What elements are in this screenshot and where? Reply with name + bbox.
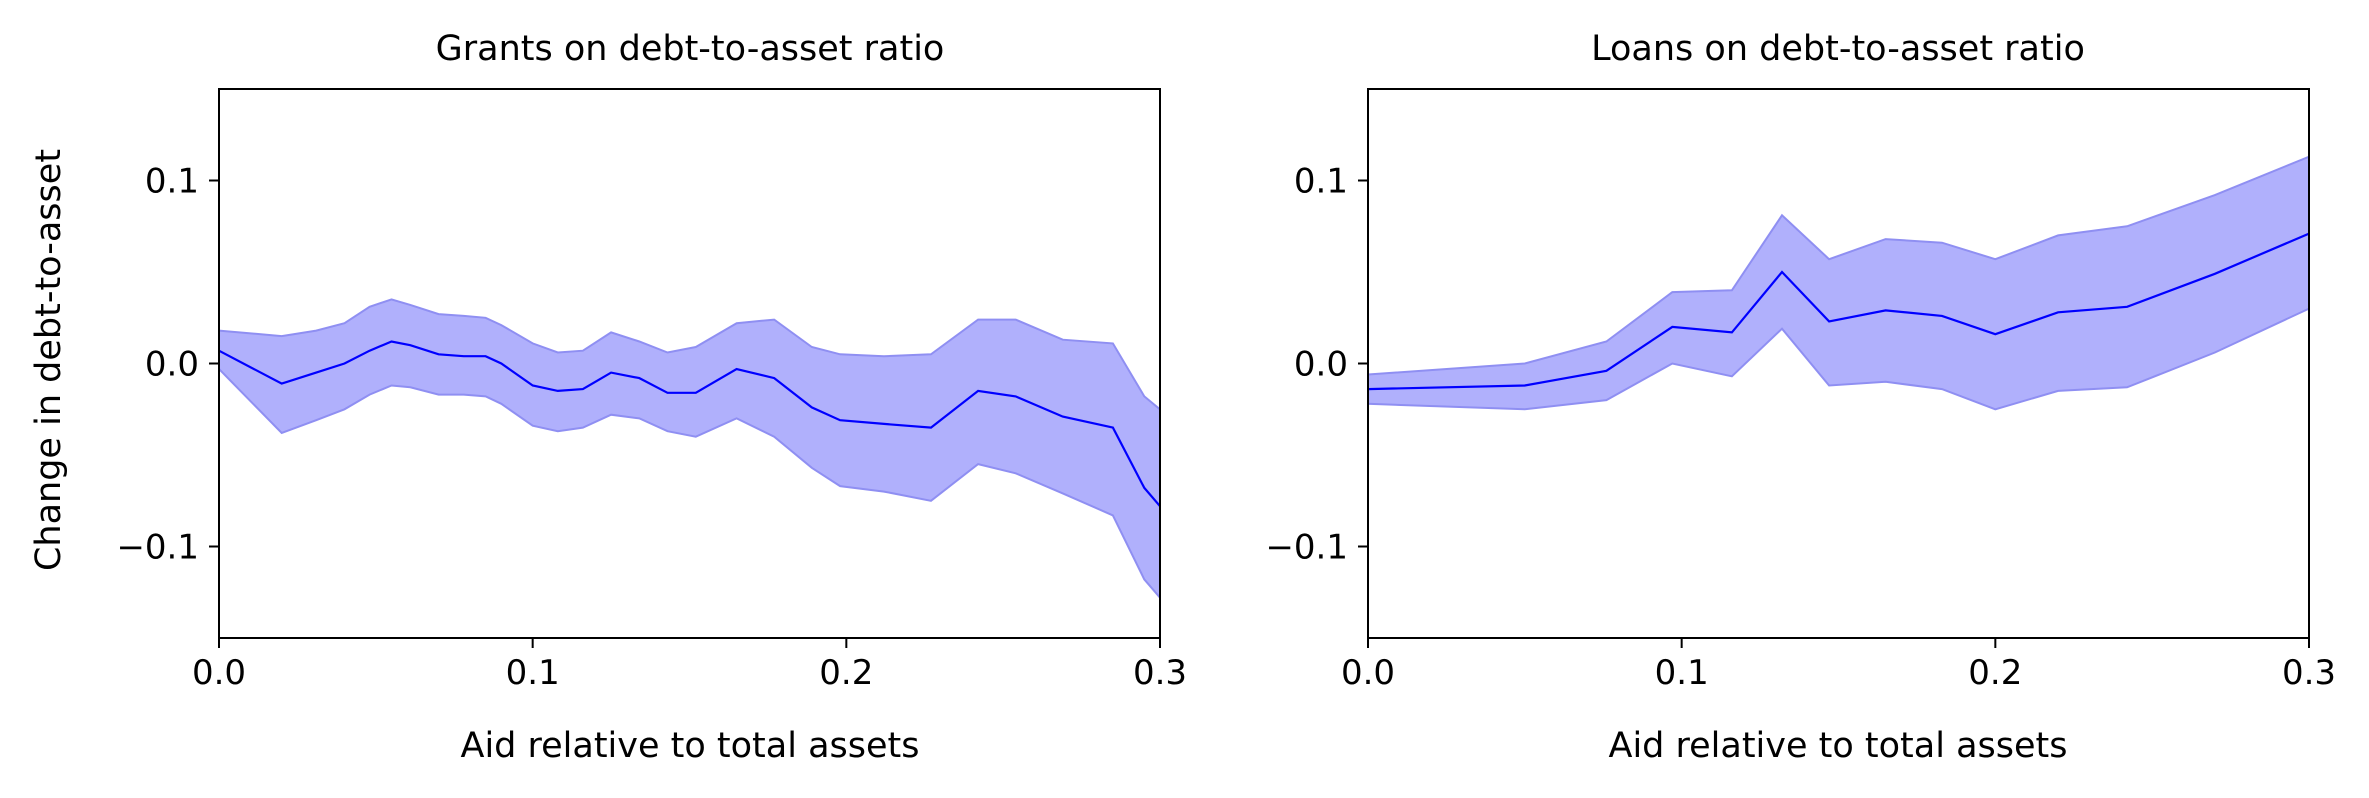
loans-chart-title: Loans on debt-to-asset ratio: [1591, 29, 2085, 69]
grants-panel: Grants on debt-to-asset ratio Aid relati…: [116, 29, 1187, 766]
grants-y-tick-label: −0.1: [116, 528, 199, 568]
loans-y-tick-label: 0.0: [1294, 345, 1348, 385]
loans-y-tick-label: −0.1: [1265, 528, 1348, 568]
loans-panel: Loans on debt-to-asset ratio Aid relativ…: [1265, 29, 2336, 766]
loans-y-tick-label: 0.1: [1294, 162, 1348, 202]
loans-x-tick-label: 0.3: [2282, 653, 2336, 693]
grants-confidence-band: [218, 298, 1161, 601]
loans-x-tick-label: 0.1: [1655, 653, 1709, 693]
grants-y-tick-label: 0.1: [145, 162, 199, 202]
grants-x-tick-label: 0.3: [1133, 653, 1187, 693]
grants-x-tick-label: 0.2: [819, 653, 873, 693]
grants-x-tick-label: 0.0: [192, 653, 246, 693]
grants-x-axis-label: Aid relative to total assets: [461, 726, 920, 766]
grants-chart-title: Grants on debt-to-asset ratio: [436, 29, 945, 69]
y-axis-label: Change in debt-to-asset: [29, 149, 69, 571]
grants-y-tick-label: 0.0: [145, 345, 199, 385]
loans-estimate-line: [1367, 232, 2310, 391]
grants-estimate-line: [218, 340, 1161, 507]
loans-confidence-band: [1367, 155, 2310, 411]
loans-x-tick-label: 0.0: [1341, 653, 1395, 693]
loans-x-axis-label: Aid relative to total assets: [1609, 726, 2068, 766]
loans-x-tick-label: 0.2: [1968, 653, 2022, 693]
grants-x-tick-label: 0.1: [506, 653, 560, 693]
